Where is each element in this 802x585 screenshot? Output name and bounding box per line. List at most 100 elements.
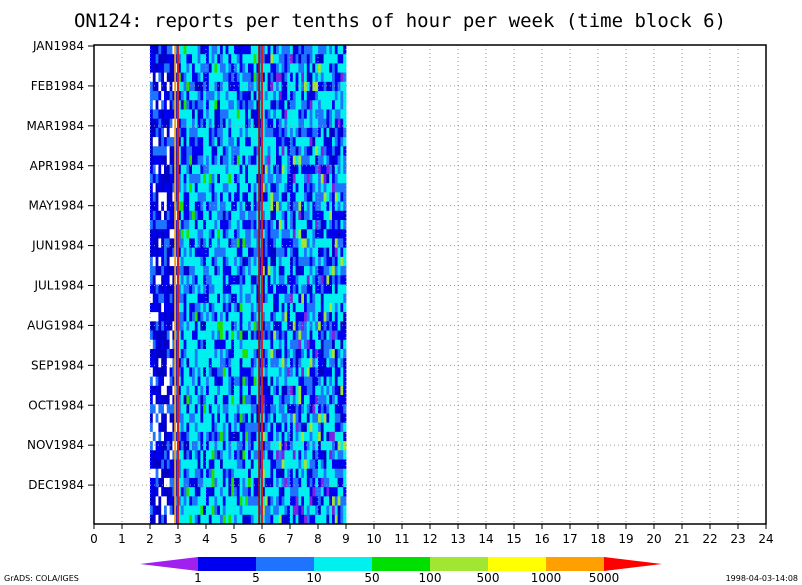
heatmap-cell: [194, 367, 198, 378]
heatmap-cell: [256, 100, 260, 110]
heatmap-cell: [340, 210, 344, 221]
heatmap-cell: [158, 118, 162, 129]
heatmap-cell: [166, 312, 170, 322]
heatmap-cell: [284, 275, 288, 285]
heatmap-cell: [234, 468, 238, 479]
heatmap-cell: [290, 404, 294, 414]
heatmap-cell: [284, 367, 288, 378]
heatmap-cell: [320, 155, 324, 166]
heatmap-cell: [180, 487, 184, 497]
heatmap-cell: [298, 91, 302, 101]
heatmap-cell: [273, 312, 277, 322]
heatmap-cell: [164, 385, 168, 396]
colorbar-label: 5000: [589, 571, 620, 585]
heatmap-cell: [326, 137, 330, 147]
heatmap-cell: [169, 201, 173, 212]
heatmap-cell: [169, 358, 173, 368]
heatmap-cell: [290, 81, 294, 92]
heatmap-cell: [278, 422, 282, 433]
heatmap-cell: [214, 91, 218, 101]
heatmap-cell: [320, 173, 324, 184]
heatmap-cell: [239, 45, 243, 55]
heatmap-cell: [152, 256, 156, 267]
heatmap-cell: [267, 514, 271, 525]
x-tick-label: 18: [590, 532, 605, 546]
heatmap-cell: [164, 72, 168, 83]
heatmap-cell: [250, 183, 254, 193]
heatmap-cell: [175, 183, 179, 193]
heatmap-cell: [155, 183, 159, 193]
heatmap-cell: [200, 173, 204, 184]
heatmap-cell: [301, 339, 305, 350]
heatmap-cell: [334, 210, 338, 221]
heatmap-cell: [166, 192, 170, 202]
heatmap-cell: [200, 238, 204, 249]
heatmap-cell: [158, 266, 162, 276]
heatmap-cell: [214, 45, 218, 55]
heatmap-cell: [200, 459, 204, 470]
heatmap-cell: [320, 348, 324, 359]
heatmap-cell: [183, 321, 187, 331]
heatmap-cell: [155, 256, 159, 267]
heatmap-cell: [225, 284, 229, 295]
heatmap-cell: [248, 54, 252, 64]
heatmap-cell: [262, 367, 266, 378]
heatmap-cell: [334, 284, 338, 295]
heatmap-cell: [298, 247, 302, 258]
heatmap-cell: [152, 91, 156, 101]
heatmap-cell: [301, 459, 305, 470]
heatmap-cell: [292, 137, 296, 147]
heatmap-cell: [259, 127, 263, 138]
heatmap-cell: [178, 477, 182, 488]
heatmap-cell: [228, 293, 232, 304]
heatmap-cell: [276, 164, 280, 175]
heatmap-cell: [197, 109, 201, 120]
heatmap-cell: [306, 91, 310, 101]
heatmap-cell: [158, 496, 162, 506]
heatmap-cell: [343, 468, 347, 479]
heatmap-cell: [334, 238, 338, 249]
heatmap-cell: [318, 284, 322, 295]
heatmap-cell: [217, 238, 221, 249]
heatmap-cell: [281, 487, 285, 497]
heatmap-cell: [304, 376, 308, 387]
heatmap-cell: [178, 118, 182, 129]
heatmap-cell: [309, 404, 313, 414]
heatmap-cell: [343, 487, 347, 497]
heatmap-cell: [217, 450, 221, 460]
heatmap-cell: [166, 91, 170, 101]
heatmap-cell: [206, 155, 210, 166]
heatmap-cell: [189, 201, 193, 212]
heatmap-cell: [150, 477, 154, 488]
heatmap-cell: [281, 312, 285, 322]
heatmap-cell: [287, 127, 291, 138]
heatmap-cell: [197, 173, 201, 184]
heatmap-cell: [292, 487, 296, 497]
heatmap-cell: [334, 91, 338, 101]
heatmap-cell: [169, 81, 173, 92]
heatmap-cell: [309, 247, 313, 258]
heatmap-cell: [183, 100, 187, 110]
heatmap-cell: [250, 238, 254, 249]
heatmap-cell: [158, 45, 162, 55]
heatmap-cell: [337, 63, 341, 74]
heatmap-cell: [183, 293, 187, 304]
heatmap-cell: [206, 413, 210, 424]
heatmap-cell: [158, 72, 162, 83]
heatmap-cell: [267, 137, 271, 147]
heatmap-cell: [239, 109, 243, 120]
heatmap-cell: [281, 321, 285, 331]
heatmap-cell: [309, 339, 313, 350]
heatmap-cell: [340, 91, 344, 101]
heatmap-cell: [164, 118, 168, 129]
heatmap-cell: [158, 487, 162, 497]
heatmap-cell: [234, 514, 238, 525]
heatmap-cell: [298, 395, 302, 405]
heatmap-cell: [234, 81, 238, 92]
heatmap-cell: [222, 487, 226, 497]
heatmap-cell: [248, 45, 252, 55]
heatmap-cell: [183, 487, 187, 497]
heatmap-cell: [245, 229, 249, 239]
heatmap-cell: [203, 173, 207, 184]
heatmap-cell: [175, 367, 179, 378]
